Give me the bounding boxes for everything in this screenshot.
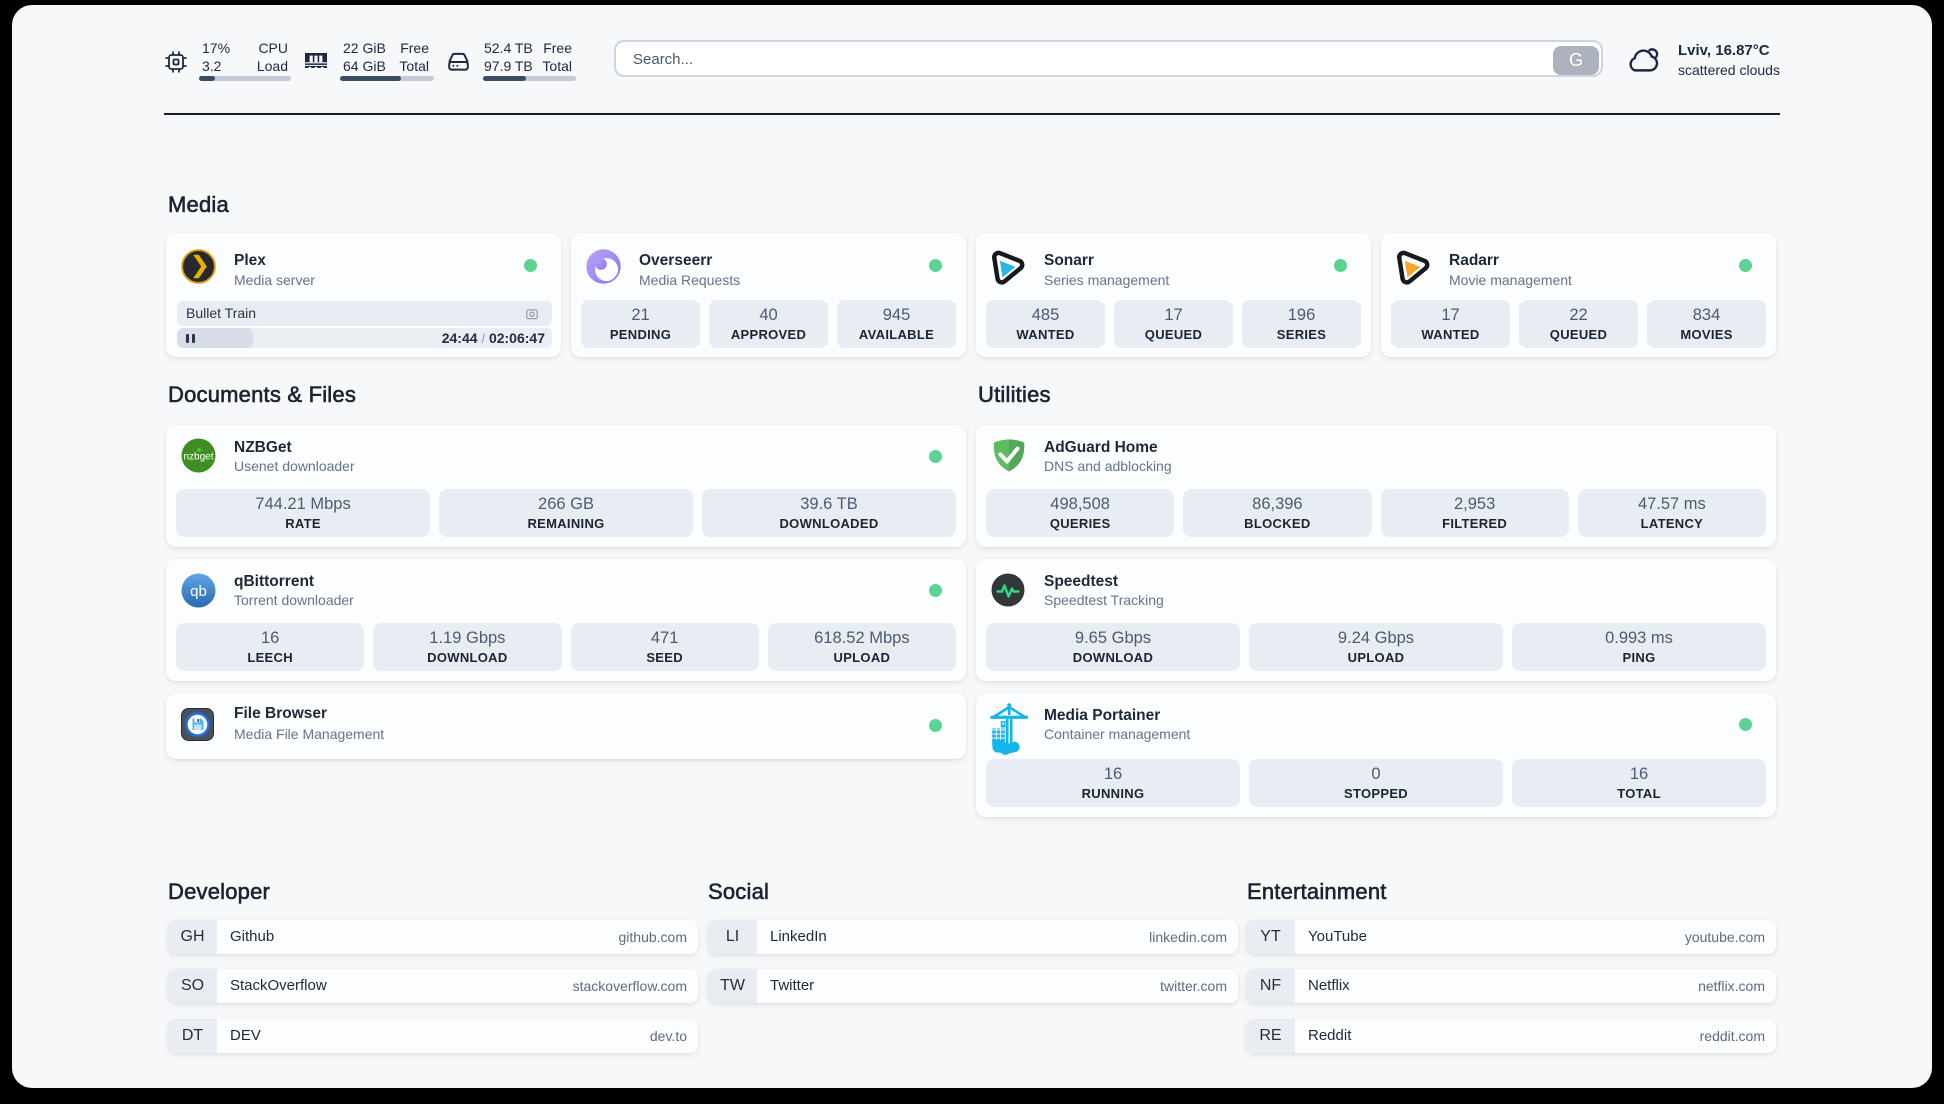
svg-text:qb: qb bbox=[190, 583, 207, 600]
svg-text:nzbget: nzbget bbox=[183, 451, 213, 462]
